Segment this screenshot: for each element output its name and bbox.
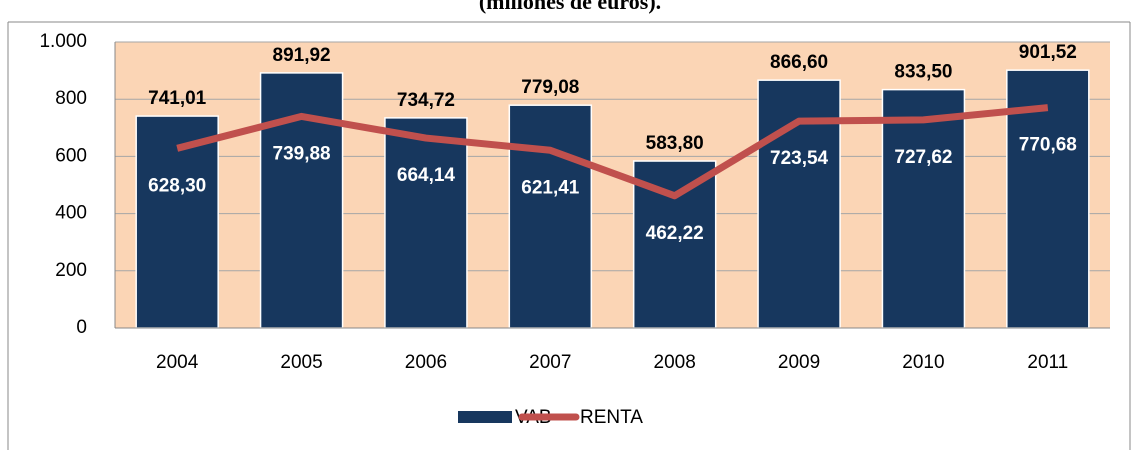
- y-tick-label: 600: [55, 145, 87, 166]
- title-bg: [0, 0, 1140, 21]
- chart-title: (millones de euros).: [479, 0, 661, 14]
- line-value-label: 664,14: [397, 165, 456, 186]
- y-tick-label: 200: [55, 260, 87, 281]
- bar-value-label: 779,08: [521, 77, 579, 98]
- x-tick-label: 2011: [1027, 352, 1068, 373]
- y-tick-label: 0: [76, 317, 87, 338]
- bar-value-label: 734,72: [397, 90, 455, 111]
- x-tick-label: 2009: [778, 352, 820, 373]
- x-tick-label: 2005: [280, 352, 322, 373]
- bar-value-label: 833,50: [894, 62, 952, 83]
- bar: [632, 160, 717, 329]
- bar: [881, 88, 966, 329]
- x-tick-label: 2010: [902, 352, 944, 373]
- line-value-label: 628,30: [148, 175, 206, 196]
- line: [176, 104, 1049, 200]
- legend-swatch: [458, 411, 512, 423]
- bar: [135, 115, 219, 329]
- bar-value-label: 901,52: [1019, 42, 1077, 63]
- bar: [384, 117, 468, 329]
- bar: [259, 72, 344, 329]
- x-tick-label: 2008: [654, 352, 696, 373]
- bar-value-label: 866,60: [770, 52, 828, 73]
- bar-value-label: 741,01: [148, 88, 207, 109]
- bar-value-label: 583,80: [646, 133, 704, 154]
- x-tick-label: 2007: [529, 352, 571, 373]
- line-value-label: 727,62: [894, 147, 952, 168]
- y-tick-label: 1.000: [39, 31, 87, 52]
- y-tick-label: 800: [55, 88, 87, 109]
- x-tick-label: 2006: [405, 352, 447, 373]
- y-tick-label: 400: [55, 203, 87, 224]
- legend-label: RENTA: [580, 407, 643, 428]
- x-tick-label: 2004: [156, 352, 199, 373]
- line-value-label: 621,41: [521, 177, 580, 198]
- bar: [508, 104, 593, 329]
- bar-value-label: 891,92: [273, 45, 331, 66]
- line-value-label: 462,22: [646, 223, 704, 244]
- line-value-label: 723,54: [770, 148, 829, 169]
- line-value-label: 739,88: [273, 143, 331, 164]
- line-value-label: 770,68: [1019, 135, 1077, 156]
